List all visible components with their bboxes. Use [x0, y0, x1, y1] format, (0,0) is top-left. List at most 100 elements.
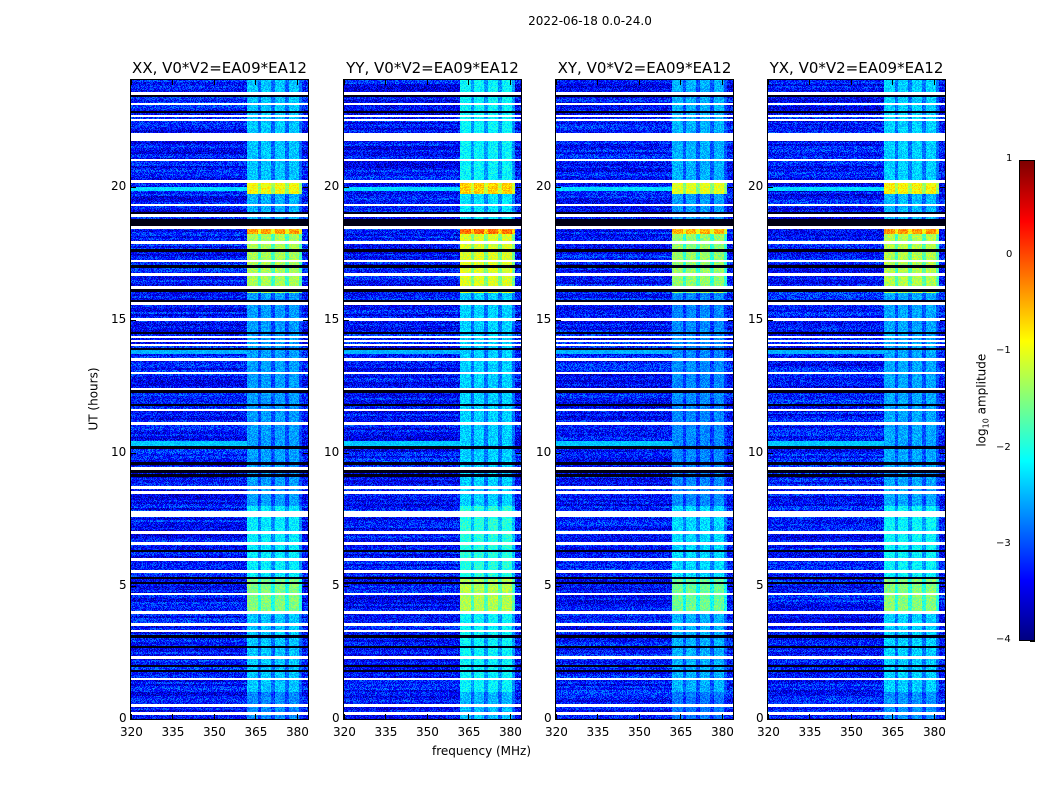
y-tick-label: 15	[324, 311, 340, 326]
colorbar-tick-label: −3	[996, 537, 1011, 549]
panel-title-1: XX, V0*V2=EA09*EA12	[132, 59, 307, 77]
y-tick	[344, 452, 349, 454]
x-axis-label: frequency (MHz)	[432, 744, 532, 758]
x-tick	[131, 714, 132, 719]
y-tick	[556, 719, 561, 720]
y-tick-right	[940, 585, 945, 587]
y-tick-right	[303, 719, 308, 720]
y-tick-right	[303, 452, 308, 454]
x-tick-label: 350	[202, 725, 226, 739]
y-tick	[768, 186, 773, 188]
colorbar-tick-label: −1	[996, 345, 1011, 357]
x-tick	[172, 714, 174, 719]
y-tick	[768, 452, 773, 454]
y-tick-right	[728, 719, 733, 720]
chart-suptitle: 2022-06-18 0.0-24.0	[528, 14, 652, 28]
x-tick-top	[850, 80, 852, 85]
x-tick	[768, 714, 769, 719]
colorbar-tick-label: 1	[1006, 153, 1013, 164]
heatmap-panel-4	[768, 80, 945, 719]
x-tick	[721, 714, 723, 719]
y-tick	[344, 186, 349, 188]
y-tick	[131, 719, 136, 720]
y-tick	[768, 319, 773, 321]
x-tick-top	[721, 80, 723, 85]
y-tick-label: 20	[324, 178, 340, 193]
x-tick	[680, 714, 682, 719]
x-tick-top	[933, 80, 935, 85]
y-tick-right	[728, 452, 733, 454]
y-tick	[344, 319, 349, 321]
colorbar-tick	[1030, 641, 1035, 642]
y-tick-right	[940, 319, 945, 321]
x-tick	[213, 714, 215, 719]
x-tick-top	[638, 80, 640, 85]
y-tick-label: 15	[536, 311, 552, 326]
colorbar-frame	[1019, 160, 1035, 641]
panel-frame-1	[130, 79, 309, 720]
x-tick-label: 350	[627, 725, 651, 739]
y-tick	[344, 719, 349, 720]
x-tick-label: 335	[161, 725, 185, 739]
colorbar-tick-label: −4	[996, 634, 1011, 645]
x-tick	[296, 714, 298, 719]
y-tick-label: 0	[544, 711, 552, 725]
x-tick-label: 380	[285, 725, 309, 739]
x-tick-label: 320	[120, 725, 143, 739]
x-tick-top	[385, 80, 387, 85]
y-tick-label: 20	[748, 178, 764, 193]
panel-title-3: XY, V0*V2=EA09*EA12	[557, 59, 732, 77]
y-tick	[556, 452, 561, 454]
y-tick-right	[516, 585, 521, 587]
y-tick-right	[940, 452, 945, 454]
y-tick-right	[303, 585, 308, 587]
y-tick-label: 20	[536, 178, 552, 193]
y-tick-right	[940, 719, 945, 720]
x-tick	[426, 714, 428, 719]
x-tick-top	[296, 80, 298, 85]
y-tick	[556, 319, 561, 321]
x-tick-top	[556, 80, 557, 85]
x-tick	[850, 714, 852, 719]
colorbar-label: log10 amplitude	[974, 354, 990, 447]
y-tick-label: 5	[119, 577, 127, 592]
y-tick-label: 0	[756, 711, 764, 725]
y-tick	[131, 452, 136, 454]
x-tick	[468, 714, 470, 719]
colorbar-tick-label: −2	[996, 441, 1011, 453]
y-tick-label: 0	[332, 711, 340, 725]
x-tick	[344, 714, 345, 719]
y-axis-label: UT (hours)	[86, 367, 101, 431]
y-tick	[556, 186, 561, 188]
panel-title-4: YX, V0*V2=EA09*EA12	[769, 59, 944, 77]
y-tick-label: 10	[324, 444, 340, 459]
x-tick	[385, 714, 387, 719]
x-tick-label: 380	[710, 725, 734, 739]
x-tick-label: 380	[922, 725, 946, 739]
heatmap-panel-3	[556, 80, 733, 719]
colorbar	[1019, 160, 1035, 641]
x-tick-top	[255, 80, 257, 85]
x-tick-top	[768, 80, 769, 85]
x-tick	[255, 714, 257, 719]
y-tick-label: 10	[748, 444, 764, 459]
colorbar-gradient	[1020, 161, 1034, 640]
y-tick-right	[728, 186, 733, 188]
x-tick-label: 365	[244, 725, 268, 739]
y-tick	[131, 585, 136, 587]
colorbar-label-sub: 10	[981, 418, 991, 429]
panel-frame-3	[555, 79, 734, 720]
y-tick-right	[516, 719, 521, 720]
colorbar-tick-label: 0	[1006, 249, 1013, 261]
x-tick-label: 380	[498, 725, 522, 739]
y-tick-label: 5	[756, 577, 764, 592]
y-tick-right	[728, 585, 733, 587]
x-tick	[933, 714, 935, 719]
x-tick-label: 365	[457, 725, 481, 739]
y-tick	[344, 585, 349, 587]
heatmap-panel-2	[344, 80, 521, 719]
y-tick-label: 10	[536, 444, 552, 459]
y-tick-label: 10	[111, 444, 127, 459]
x-tick-top	[597, 80, 599, 85]
x-tick-top	[213, 80, 215, 85]
